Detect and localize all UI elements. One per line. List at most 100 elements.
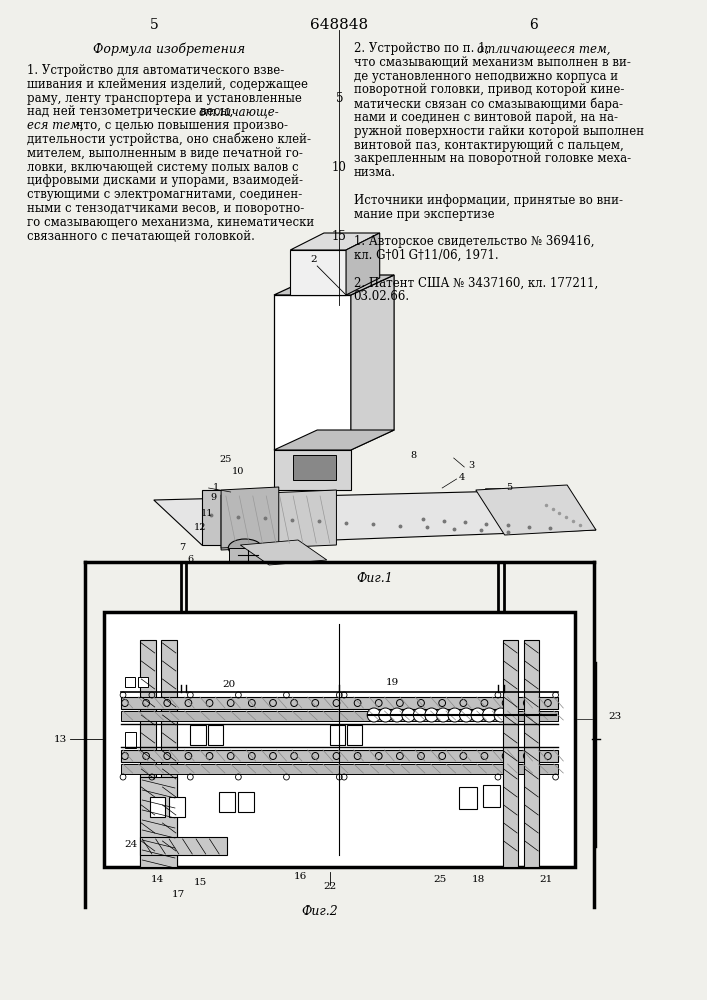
Text: мителем, выполненным в виде печатной го-: мителем, выполненным в виде печатной го- (27, 147, 303, 160)
Text: де установленного неподвижно корпуса и: де установленного неподвижно корпуса и (354, 70, 618, 83)
Bar (121, 697, 558, 709)
Bar (293, 455, 337, 480)
Text: 15: 15 (193, 878, 206, 887)
Text: шивания и клеймения изделий, содержащее: шивания и клеймения изделий, содержащее (27, 78, 308, 91)
Polygon shape (221, 490, 337, 550)
Bar (121, 711, 558, 721)
Polygon shape (240, 540, 327, 565)
Bar (503, 640, 518, 867)
Bar (329, 725, 345, 745)
Polygon shape (291, 233, 380, 250)
Text: матически связан со смазывающими бара-: матически связан со смазывающими бара- (354, 97, 623, 111)
Text: что смазывающий механизм выполнен в ви-: что смазывающий механизм выполнен в ви- (354, 56, 631, 69)
Text: 17: 17 (173, 890, 185, 899)
Text: 10: 10 (232, 468, 245, 477)
Text: нами и соединен с винтовой парой, на на-: нами и соединен с винтовой парой, на на- (354, 111, 618, 124)
Polygon shape (154, 490, 596, 545)
Text: 648848: 648848 (310, 18, 368, 32)
Text: 14: 14 (151, 875, 164, 884)
Text: 25: 25 (220, 456, 232, 464)
Text: 11: 11 (200, 508, 213, 518)
Bar (150, 797, 165, 817)
Text: отличающе-: отличающе- (198, 105, 279, 118)
Text: 21: 21 (539, 875, 553, 884)
Circle shape (402, 708, 415, 722)
Text: 2. Устройство по п. 1,: 2. Устройство по п. 1, (354, 42, 493, 55)
Text: поворотной головки, привод которой кине-: поворотной головки, привод которой кине- (354, 83, 624, 96)
Text: 13: 13 (54, 734, 67, 744)
Text: 3: 3 (468, 460, 474, 470)
Text: 03.02.66.: 03.02.66. (354, 290, 410, 303)
Polygon shape (274, 430, 394, 450)
Bar (460, 787, 477, 809)
Text: цифровыми дисками и упорами, взаимодей-: цифровыми дисками и упорами, взаимодей- (27, 174, 303, 187)
Text: 2. Патент США № 3437160, кл. 177211,: 2. Патент США № 3437160, кл. 177211, (354, 277, 598, 290)
Text: 23: 23 (609, 712, 622, 721)
Text: Формула изобретения: Формула изобретения (93, 42, 245, 55)
Bar (274, 295, 351, 450)
Text: 18: 18 (472, 875, 485, 884)
Bar (141, 837, 227, 855)
Text: 19: 19 (385, 678, 399, 687)
Circle shape (460, 708, 473, 722)
Text: над ней тензометрические весы,: над ней тензометрические весы, (27, 105, 237, 118)
Text: ными с тензодатчиками весов, и поворотно-: ными с тензодатчиками весов, и поворотно… (27, 202, 304, 215)
Circle shape (367, 708, 380, 722)
Text: 15: 15 (332, 230, 346, 243)
Text: 12: 12 (194, 522, 206, 532)
Circle shape (436, 708, 450, 722)
Text: что, с целью повышения произво-: что, с целью повышения произво- (72, 119, 288, 132)
Bar (347, 725, 363, 745)
Text: 6: 6 (529, 18, 538, 32)
Polygon shape (476, 485, 596, 535)
Text: низма.: низма. (354, 166, 396, 179)
Text: еся тем,: еся тем, (27, 119, 88, 132)
Text: Фиг.1: Фиг.1 (356, 572, 393, 585)
Circle shape (425, 708, 438, 722)
Text: 22: 22 (323, 882, 337, 891)
Bar (208, 725, 223, 745)
Ellipse shape (228, 539, 262, 557)
Bar (141, 640, 156, 867)
Circle shape (379, 708, 392, 722)
Text: Фиг.2: Фиг.2 (302, 905, 339, 918)
Circle shape (448, 708, 462, 722)
Bar (291, 250, 346, 295)
Text: кл. G†01 G†11/06, 1971.: кл. G†01 G†11/06, 1971. (354, 249, 498, 262)
Text: ловки, включающей систему полых валов с: ловки, включающей систему полых валов с (27, 161, 298, 174)
Text: ствующими с электромагнитами, соединен-: ствующими с электромагнитами, соединен- (27, 188, 302, 201)
Text: 1. Авторское свидетельство № 369416,: 1. Авторское свидетельство № 369416, (354, 235, 595, 248)
Text: 5: 5 (336, 92, 343, 105)
Bar (524, 640, 539, 867)
Polygon shape (221, 487, 279, 548)
Polygon shape (351, 275, 394, 450)
Text: 2: 2 (310, 255, 317, 264)
Text: закрепленным на поворотной головке меха-: закрепленным на поворотной головке меха- (354, 152, 631, 165)
Bar (139, 677, 148, 687)
Bar (229, 548, 262, 563)
Circle shape (414, 708, 427, 722)
Circle shape (390, 708, 404, 722)
Text: мание при экспертизе: мание при экспертизе (354, 208, 494, 221)
Text: раму, ленту транспортера и установленные: раму, ленту транспортера и установленные (27, 92, 302, 105)
Polygon shape (274, 275, 394, 295)
Text: 10: 10 (332, 161, 346, 174)
Bar (161, 640, 177, 867)
Text: 7: 7 (180, 544, 186, 552)
Polygon shape (346, 233, 380, 295)
Text: 1: 1 (213, 483, 219, 491)
Text: дительности устройства, оно снабжено клей-: дительности устройства, оно снабжено кле… (27, 133, 311, 146)
Text: винтовой паз, контактирующий с пальцем,: винтовой паз, контактирующий с пальцем, (354, 139, 624, 152)
Text: 25: 25 (433, 875, 447, 884)
Bar (104, 612, 575, 867)
Bar (483, 785, 500, 807)
Text: 5: 5 (506, 483, 513, 491)
Bar (238, 792, 254, 812)
Text: 1. Устройство для автоматического взве-: 1. Устройство для автоматического взве- (27, 64, 284, 77)
Polygon shape (202, 490, 274, 545)
Bar (125, 732, 136, 748)
Circle shape (471, 708, 484, 722)
Bar (141, 777, 177, 867)
Bar (169, 797, 185, 817)
Text: Источники информации, принятые во вни-: Источники информации, принятые во вни- (354, 194, 623, 207)
